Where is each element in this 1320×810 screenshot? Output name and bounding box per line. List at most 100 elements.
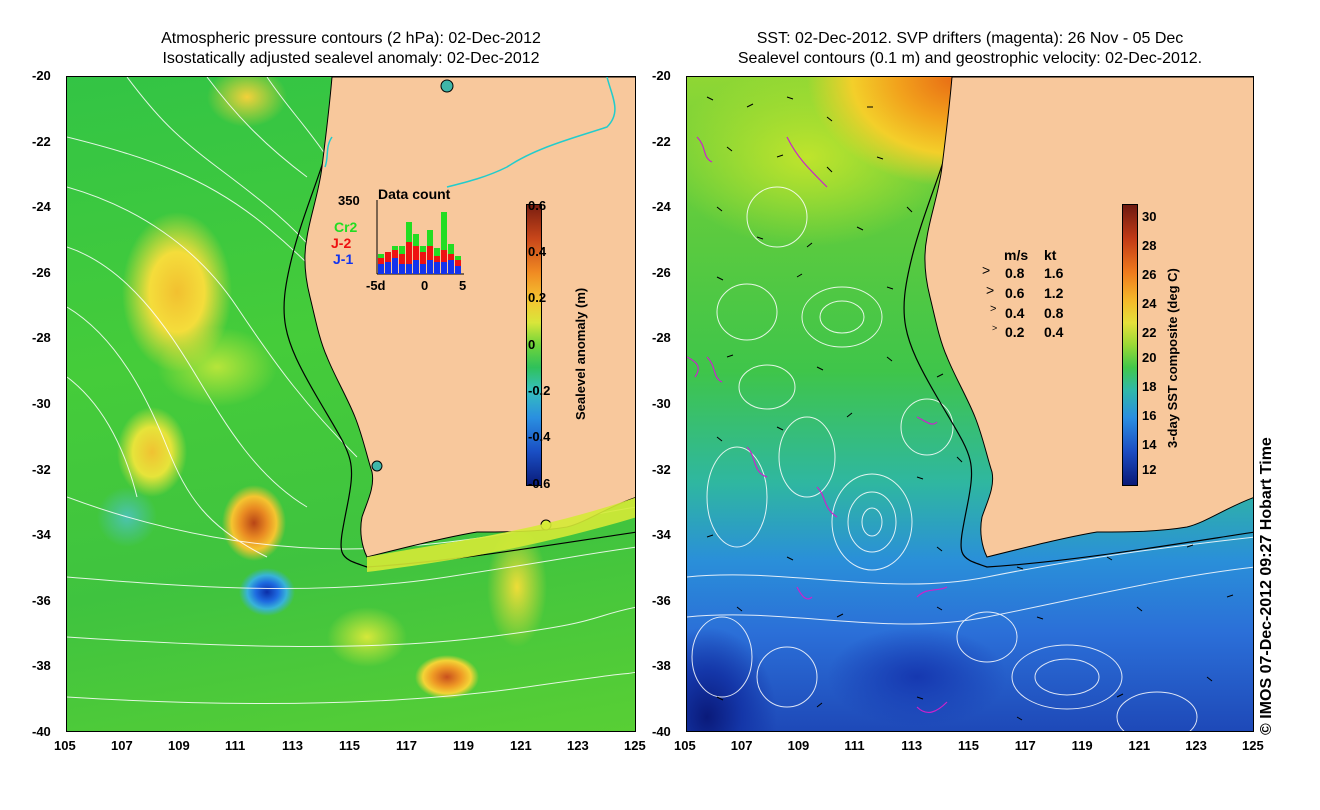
inset-bar	[413, 260, 419, 274]
inset-bar	[420, 246, 426, 252]
cbar1-tick: -0.4	[528, 429, 551, 444]
inset-bar	[420, 252, 426, 264]
lon-tick-label: 111	[225, 738, 246, 753]
lon-tick-label: 117	[1014, 738, 1036, 753]
cbar1-tick: 0	[528, 337, 536, 352]
lat-tick-label: -40	[652, 724, 671, 739]
inset-series-j1: J-1	[333, 251, 354, 267]
lon-tick-label: 123	[567, 738, 589, 753]
lon-tick-label: 117	[396, 738, 417, 753]
lon-tick-label: 105	[54, 738, 76, 753]
sealevel-contours	[687, 186, 1253, 731]
velocity-legend-ms: 0.2	[1005, 324, 1025, 340]
sst-map[interactable]	[686, 76, 1254, 732]
inset-bar	[413, 246, 419, 260]
lon-tick-label: 113	[901, 738, 923, 753]
lat-tick-label: -36	[652, 592, 671, 608]
inset-bar	[378, 254, 384, 258]
inset-xtick-m5d: -5d	[366, 278, 386, 293]
velocity-legend-kt: 1.2	[1044, 285, 1064, 301]
inset-bar	[427, 260, 433, 274]
lat-tick-label: -28	[652, 330, 671, 346]
isobath-line	[903, 77, 1253, 568]
velocity-legend-kt: 0.8	[1044, 305, 1064, 321]
lon-tick-label: 109	[168, 738, 190, 753]
lat-tick-label: -22	[652, 133, 671, 149]
inset-bar	[406, 264, 412, 274]
lon-tick-label: 121	[510, 738, 532, 753]
inset-bar	[434, 262, 440, 274]
inset-bar	[399, 246, 405, 254]
australia-landmass	[924, 77, 1253, 558]
lat-tick-label: -24	[32, 199, 51, 215]
inset-bar	[399, 254, 405, 264]
inset-title: Data count	[378, 186, 451, 202]
geostrophic-velocity-arrows	[706, 96, 1234, 721]
lon-tick-label: 109	[787, 738, 810, 753]
velocity-legend-kt: 1.6	[1044, 265, 1064, 281]
lon-tick-label: 105	[674, 738, 696, 753]
left-map-overlay	[67, 77, 635, 705]
sealevel-colorbar-label: Sealevel anomaly (m)	[573, 287, 588, 420]
inset-bar	[427, 246, 433, 260]
lon-tick-label: 113	[282, 738, 303, 753]
data-count-inset-chart	[376, 200, 464, 275]
sealevel-colorbar	[526, 204, 542, 486]
inset-bar	[378, 264, 384, 274]
velocity-legend-arrow: >	[986, 282, 995, 298]
lat-tick-label: -20	[32, 68, 51, 83]
lon-tick-label: 107	[730, 738, 753, 753]
cbar1-tick: 0.6	[528, 198, 547, 213]
inset-bar	[441, 212, 447, 250]
velocity-legend-header-kt: kt	[1044, 247, 1057, 263]
lat-tick-label: -36	[32, 592, 51, 608]
cbar2-tick: 24	[1142, 296, 1157, 311]
lat-tick-label: -32	[32, 461, 51, 477]
river-line	[446, 77, 616, 188]
lon-tick-label: 115	[958, 738, 979, 753]
cbar2-tick: 18	[1142, 379, 1157, 394]
left-title-line1: Atmospheric pressure contours (2 hPa): 0…	[161, 30, 541, 47]
inset-bar	[385, 262, 391, 274]
lon-tick-label: 121	[1128, 738, 1151, 753]
cbar2-tick: 14	[1142, 437, 1157, 452]
imos-credit: © IMOS 07-Dec-2012 09:27 Hobart Time	[1258, 437, 1275, 735]
svp-drifter-tracks	[687, 136, 948, 714]
lat-tick-label: -26	[32, 264, 51, 280]
inset-bar	[392, 246, 398, 250]
inset-bar	[406, 242, 412, 264]
inset-bar	[413, 234, 419, 246]
inset-ymax-label: 350	[338, 193, 360, 208]
cbar2-tick: 22	[1142, 325, 1157, 340]
velocity-legend-arrow: >	[982, 262, 991, 278]
velocity-legend-ms: 0.6	[1005, 285, 1025, 301]
shelf-band	[367, 497, 635, 572]
cbar2-tick: 12	[1142, 462, 1157, 477]
inset-bar	[448, 244, 454, 254]
inset-bar	[420, 264, 426, 274]
velocity-legend-arrow: >	[992, 323, 998, 333]
velocity-legend-arrow: >	[990, 303, 997, 315]
inset-bar	[455, 266, 461, 274]
lon-tick-label: 119	[1071, 738, 1093, 753]
inset-bar	[448, 260, 454, 274]
sst-colorbar-label: 3-day SST composite (deg C)	[1165, 268, 1180, 448]
right-title-line2: Sealevel contours (0.1 m) and geostrophi…	[737, 50, 1203, 67]
lat-tick-label: -32	[652, 461, 671, 477]
lat-tick-label: -22	[32, 133, 51, 149]
lat-tick-label: -40	[32, 724, 51, 739]
lat-tick-label: -30	[32, 396, 51, 411]
lat-tick-label: -30	[652, 396, 671, 411]
inset-bar	[378, 258, 384, 264]
inset-bar	[427, 230, 433, 246]
inset-bar	[455, 260, 461, 266]
lon-tick-label: 111	[844, 738, 865, 753]
velocity-legend-kt: 0.4	[1044, 324, 1064, 340]
sealevel-anomaly-map[interactable]	[66, 76, 636, 732]
inset-xtick-5: 5	[459, 278, 467, 293]
tide-gauge-marker	[440, 79, 454, 93]
cbar1-tick: 0.2	[528, 290, 547, 305]
river-line	[324, 136, 333, 168]
inset-bar	[406, 222, 412, 242]
cbar1-tick: 0.4	[528, 244, 547, 259]
